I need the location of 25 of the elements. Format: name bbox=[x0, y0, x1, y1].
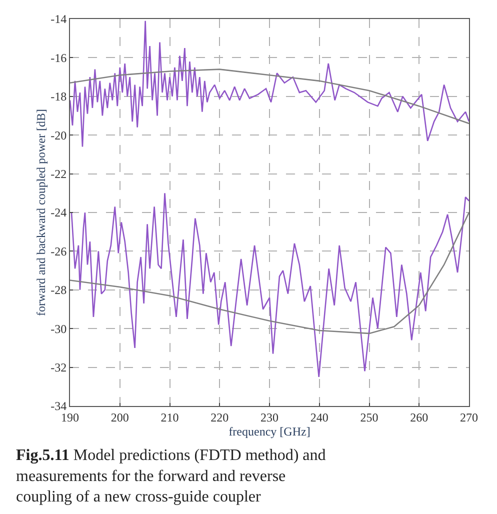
y-tick-label: -20 bbox=[50, 128, 67, 142]
y-tick-label: -18 bbox=[50, 90, 67, 104]
caption: Fig.5.11 bbox=[16, 447, 70, 464]
y-tick-label: -30 bbox=[50, 322, 67, 336]
x-tick-label: 230 bbox=[260, 410, 278, 424]
x-tick-label: 250 bbox=[360, 410, 378, 424]
line-series bbox=[70, 20, 469, 148]
x-tick-label: 220 bbox=[210, 410, 229, 424]
x-axis-title: frequency [GHz] bbox=[228, 424, 310, 438]
x-tick-label: 200 bbox=[110, 410, 129, 424]
y-tick-label: -32 bbox=[50, 360, 67, 374]
y-tick-label: -22 bbox=[50, 167, 67, 181]
y-axis-title: forward and backward coupled power [dB] bbox=[34, 109, 48, 316]
y-tick-label: -26 bbox=[50, 244, 67, 258]
x-tick-label: 210 bbox=[160, 410, 179, 424]
x-tick-label: 270 bbox=[460, 410, 478, 424]
y-tick-label: -14 bbox=[50, 12, 67, 26]
x-tick-label: 240 bbox=[310, 410, 328, 424]
line-series bbox=[70, 192, 469, 378]
x-tick-label: 260 bbox=[410, 410, 428, 424]
line-series bbox=[70, 68, 469, 124]
line-series bbox=[70, 212, 469, 334]
y-tick-label: -16 bbox=[50, 50, 67, 65]
y-tick-label: -24 bbox=[50, 206, 67, 220]
y-tick-label: -28 bbox=[50, 283, 67, 298]
